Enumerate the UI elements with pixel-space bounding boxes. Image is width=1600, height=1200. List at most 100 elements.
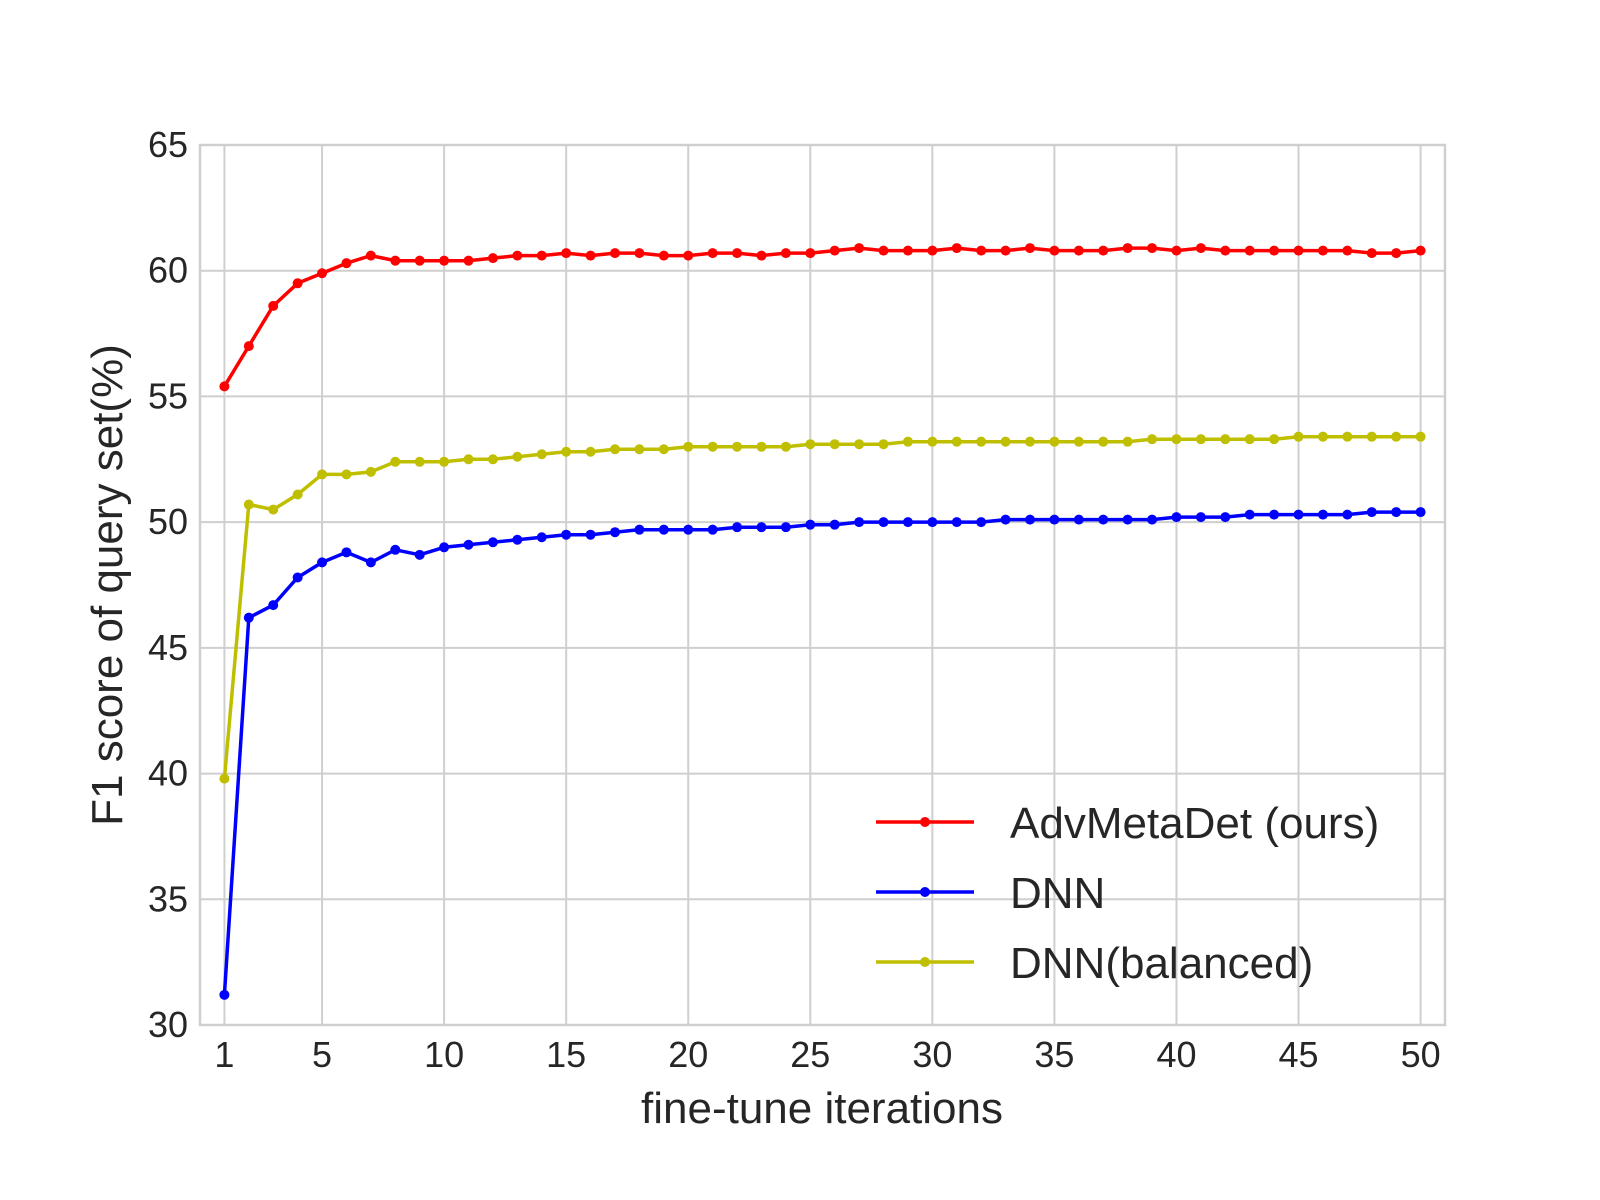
data-point <box>707 524 718 535</box>
data-point <box>219 773 230 784</box>
y-tick-label: 50 <box>148 501 188 542</box>
data-point <box>292 489 303 500</box>
data-point <box>1293 431 1304 442</box>
data-point <box>976 436 987 447</box>
y-tick-label: 65 <box>148 124 188 165</box>
data-point <box>414 456 425 467</box>
data-point <box>610 248 620 259</box>
data-point <box>1366 507 1377 518</box>
data-point <box>1098 514 1109 525</box>
data-point <box>292 278 303 289</box>
data-point <box>683 250 694 261</box>
data-point <box>927 517 938 528</box>
data-point <box>487 454 498 465</box>
data-point <box>1195 512 1206 523</box>
data-point <box>1049 245 1060 256</box>
data-point <box>536 449 547 460</box>
data-point <box>268 300 279 311</box>
data-point <box>390 255 401 266</box>
x-tick-label: 40 <box>1156 1034 1196 1075</box>
data-point <box>1122 436 1133 447</box>
data-point <box>1122 514 1133 525</box>
legend-item: DNN <box>876 869 1105 918</box>
x-tick-label: 1 <box>214 1034 234 1075</box>
series-layer <box>219 243 1426 1000</box>
x-tick-label: 15 <box>546 1034 586 1075</box>
data-point <box>1391 431 1402 442</box>
data-point <box>1244 245 1255 256</box>
data-point <box>1415 431 1426 442</box>
legend-marker <box>920 817 930 827</box>
data-point <box>1391 248 1402 259</box>
data-point <box>390 456 401 467</box>
series-3 <box>219 431 1426 784</box>
x-tick-label: 50 <box>1401 1034 1441 1075</box>
data-point <box>805 519 816 530</box>
data-point <box>365 466 376 477</box>
grid <box>200 144 1445 1026</box>
data-point <box>732 522 743 533</box>
series-line <box>222 510 1421 995</box>
data-point <box>780 522 791 533</box>
data-point <box>1269 434 1280 445</box>
data-point <box>1342 509 1353 520</box>
data-point <box>317 469 328 480</box>
data-point <box>805 439 816 450</box>
data-point <box>561 446 572 457</box>
data-point <box>707 441 718 452</box>
data-point <box>512 534 523 545</box>
data-point <box>1342 431 1353 442</box>
legend-label: DNN <box>1010 869 1105 918</box>
data-point <box>829 439 840 450</box>
data-point <box>780 441 791 452</box>
data-point <box>1000 514 1011 525</box>
data-point <box>341 258 352 269</box>
data-point <box>1366 431 1377 442</box>
data-point <box>1391 507 1402 518</box>
data-point <box>1098 245 1109 256</box>
data-point <box>732 441 743 452</box>
y-tick-label: 55 <box>148 375 188 416</box>
data-point <box>1415 507 1426 518</box>
data-point <box>1269 509 1280 520</box>
y-axis-ticks: 30 35 40 45 50 55 60 65 <box>148 124 188 1045</box>
data-point <box>365 250 376 261</box>
data-point <box>1098 436 1109 447</box>
data-point <box>951 517 962 528</box>
data-point <box>878 517 889 528</box>
x-tick-label: 20 <box>668 1034 708 1075</box>
data-point <box>1415 245 1426 256</box>
y-tick-label: 45 <box>148 627 188 668</box>
data-point <box>463 454 474 465</box>
series-line <box>222 434 1421 779</box>
data-point <box>317 557 328 568</box>
data-point <box>439 255 450 266</box>
data-point <box>1000 436 1011 447</box>
data-point <box>1317 431 1328 442</box>
series-2 <box>219 507 1426 1000</box>
x-tick-label: 10 <box>424 1034 464 1075</box>
data-point <box>634 248 645 259</box>
y-tick-label: 60 <box>148 250 188 291</box>
data-point <box>805 248 816 259</box>
data-point <box>561 248 572 259</box>
data-point <box>707 248 718 259</box>
data-point <box>658 524 669 535</box>
data-point <box>927 245 938 256</box>
data-point <box>1244 509 1255 520</box>
data-point <box>829 245 840 256</box>
data-point <box>854 439 865 450</box>
data-point <box>292 572 303 583</box>
data-point <box>1000 245 1011 256</box>
data-point <box>927 436 938 447</box>
data-point <box>414 255 425 266</box>
data-point <box>219 381 230 392</box>
data-point <box>610 444 620 455</box>
y-tick-label: 40 <box>148 753 188 794</box>
series-line <box>222 246 1421 388</box>
data-point <box>390 544 401 555</box>
series-1 <box>219 243 1426 392</box>
legend-label: AdvMetaDet (ours) <box>1010 799 1379 848</box>
data-point <box>585 250 596 261</box>
legend-marker <box>920 887 930 897</box>
